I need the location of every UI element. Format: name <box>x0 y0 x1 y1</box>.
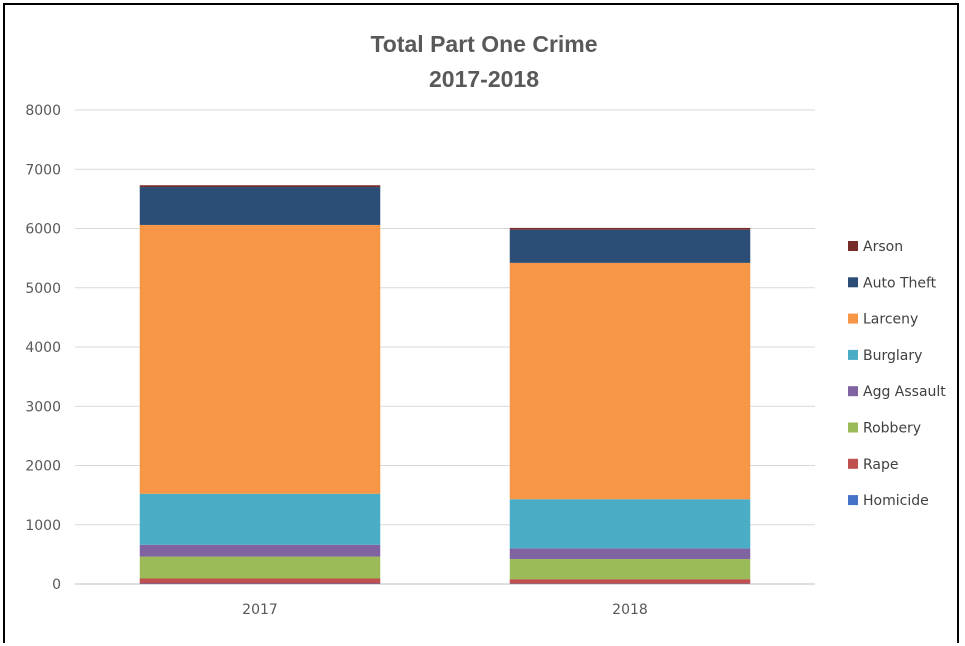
legend-swatch-rape <box>848 458 858 469</box>
bar-2018-rape <box>509 579 751 584</box>
bar-2018-agg-assault <box>509 548 751 560</box>
bar-2018-arson <box>509 227 751 230</box>
y-tick-label-5000: 5000 <box>25 281 61 297</box>
y-tick-label-0: 0 <box>52 577 61 593</box>
legend-label-auto-theft: Auto Theft <box>863 275 937 291</box>
legend-label-burglary: Burglary <box>863 348 922 364</box>
legend-label-arson: Arson <box>863 239 903 255</box>
bar-2018-auto-theft <box>509 229 751 263</box>
y-axis-ticks: 0 1000 2000 3000 4000 5000 6000 7000 8000 <box>25 103 61 593</box>
legend-label-homicide: Homicide <box>863 493 929 509</box>
legend-swatch-auto-theft <box>848 277 858 288</box>
y-tick-label-7000: 7000 <box>25 162 61 178</box>
chart-title-line-2: 2017-2018 <box>429 66 539 92</box>
bar-2018-larceny <box>509 262 751 500</box>
y-tick-label-3000: 3000 <box>25 399 61 415</box>
chart-title-line-1: Total Part One Crime <box>370 31 597 57</box>
bar-2017-auto-theft <box>139 187 381 225</box>
y-tick-label-8000: 8000 <box>25 103 61 119</box>
legend-swatch-burglary <box>848 349 858 360</box>
x-tick-label-2017: 2017 <box>242 602 278 618</box>
legend-label-rape: Rape <box>863 457 899 473</box>
legend-swatch-robbery <box>848 422 858 433</box>
bar-2017-larceny <box>139 224 381 494</box>
y-tick-label-1000: 1000 <box>25 518 61 534</box>
bar-2017-robbery <box>139 556 381 579</box>
legend-label-larceny: Larceny <box>863 312 918 328</box>
x-axis-ticks: 2017 2018 <box>242 602 648 618</box>
bar-2017-arson <box>139 185 381 188</box>
legend-swatch-arson <box>848 241 858 251</box>
bar-2017-burglary <box>139 493 381 545</box>
bar-2018-burglary <box>509 499 751 549</box>
legend-swatch-larceny <box>848 313 858 324</box>
y-tick-label-4000: 4000 <box>25 340 61 356</box>
legend-swatch-homicide <box>848 495 858 506</box>
bar-2017-agg-assault <box>139 544 381 557</box>
legend-label-robbery: Robbery <box>863 421 921 437</box>
legend-label-agg-assault: Agg Assault <box>863 384 946 400</box>
bar-2018-robbery <box>509 559 751 580</box>
y-tick-label-6000: 6000 <box>25 222 61 238</box>
legend-swatch-agg-assault <box>848 386 858 397</box>
x-tick-label-2018: 2018 <box>612 602 648 618</box>
bars <box>139 185 751 584</box>
bar-2017-rape <box>139 578 381 584</box>
y-tick-label-2000: 2000 <box>25 459 61 475</box>
legend: Arson Auto Theft Larceny Burglary Agg Assaul… <box>848 239 946 509</box>
